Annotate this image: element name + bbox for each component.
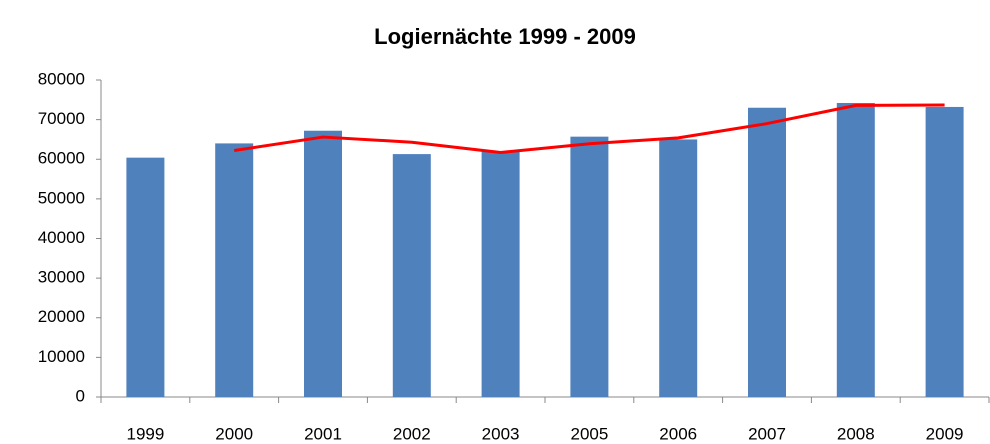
x-tick-label: 2000 — [215, 424, 253, 443]
y-tick-label: 60000 — [38, 149, 85, 168]
x-tick-label: 2001 — [304, 424, 342, 443]
y-tick-label: 40000 — [38, 228, 85, 247]
bar — [392, 154, 431, 397]
x-tick-label: 2008 — [837, 424, 875, 443]
x-tick-label: 2009 — [926, 424, 964, 443]
bar — [748, 107, 786, 398]
chart-title: Logiernächte 1999 - 2009 — [374, 24, 636, 49]
bar — [481, 151, 520, 397]
x-tick-label: 2002 — [393, 424, 431, 443]
line — [233, 103, 945, 155]
x-tick-label: 2007 — [748, 424, 786, 443]
y-tick-label: 30000 — [38, 268, 85, 287]
y-tick-label: 0 — [76, 386, 85, 405]
bar — [570, 136, 609, 397]
x-tick-label: 2005 — [570, 424, 608, 443]
y-tick-label: 80000 — [38, 69, 85, 88]
y-tick-label: 20000 — [38, 307, 85, 326]
y-tick-label: 70000 — [38, 109, 85, 128]
bar — [659, 139, 698, 397]
x-tick-label: 2006 — [659, 424, 697, 443]
bar — [836, 102, 875, 398]
x-tick-label: 1999 — [126, 424, 164, 443]
bar — [215, 143, 254, 397]
bar — [925, 106, 964, 397]
y-tick-label: 50000 — [38, 188, 85, 207]
bar — [126, 157, 165, 397]
y-tick-label: 10000 — [38, 347, 85, 366]
x-tick-label: 2003 — [482, 424, 520, 443]
bar — [304, 130, 342, 397]
